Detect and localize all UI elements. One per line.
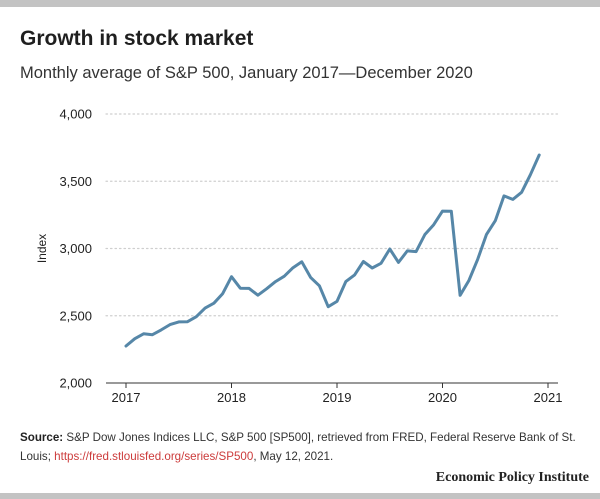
y-tick-label: 3,500 [59,174,92,189]
x-tick-label: 2020 [428,390,457,405]
brand-logo-text: Economic Policy Institute [435,470,589,485]
x-tick-label: 2021 [534,390,563,405]
y-tick-label: 3,000 [59,241,92,256]
source-link[interactable]: https://fred.stlouisfed.org/series/SP500 [54,450,254,463]
series-line [124,153,541,348]
chart-subtitle: Monthly average of S&P 500, January 2017… [20,64,473,82]
x-tick-label: 2019 [323,390,352,405]
source-note: Source: S&P Dow Jones Indices LLC, S&P 5… [20,428,590,466]
series [124,153,541,348]
axes: 2,000 2,500 3,000 3,500 4,000 2017 2018 2019 202… [35,107,562,406]
source-text: S&P Dow Jones Indices LLC, S&P 500 [SP50… [20,431,576,463]
source-label: Source: [20,431,64,444]
source-suffix: , May 12, 2021. [253,450,334,463]
x-tick-label: 2017 [112,390,141,405]
top-border [0,0,600,7]
line-chart: 2,000 2,500 3,000 3,500 4,000 2017 2018 2019 202… [35,107,562,406]
y-tick-label: 2,500 [59,308,92,323]
chart-title: Growth in stock market [20,27,254,50]
y-axis-label: Index [35,234,49,263]
y-tick-label: 4,000 [59,107,92,122]
x-tick-label: 2018 [217,390,246,405]
bottom-border [0,493,600,499]
gridlines [105,113,559,317]
y-tick-label: 2,000 [59,376,92,391]
